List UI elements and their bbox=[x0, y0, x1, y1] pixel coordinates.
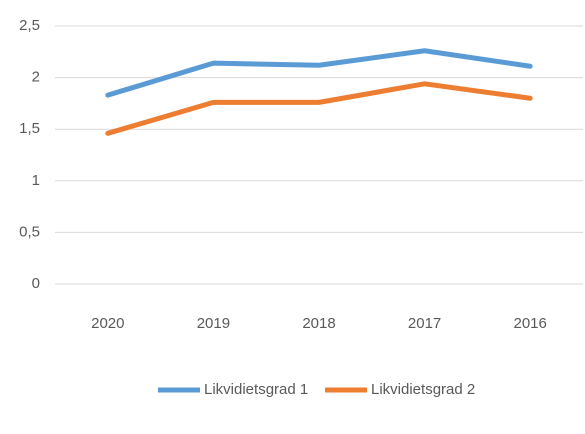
legend-label: Likvidietsgrad 1 bbox=[204, 381, 308, 398]
x-tick-label: 2020 bbox=[91, 315, 124, 332]
x-tick-label: 2019 bbox=[197, 315, 230, 332]
x-tick-label: 2016 bbox=[514, 315, 547, 332]
y-tick-label: 1,5 bbox=[19, 120, 40, 137]
x-tick-label: 2017 bbox=[408, 315, 441, 332]
y-tick-label: 0,5 bbox=[19, 223, 40, 240]
y-tick-label: 2,5 bbox=[19, 17, 40, 34]
y-tick-label: 0 bbox=[32, 275, 40, 292]
line-series bbox=[105, 48, 533, 98]
line-series bbox=[105, 81, 533, 136]
y-tick-label: 2 bbox=[32, 69, 40, 86]
legend-label: Likvidietsgrad 2 bbox=[371, 381, 475, 398]
x-tick-label: 2018 bbox=[302, 315, 335, 332]
y-tick-label: 1 bbox=[32, 172, 40, 189]
